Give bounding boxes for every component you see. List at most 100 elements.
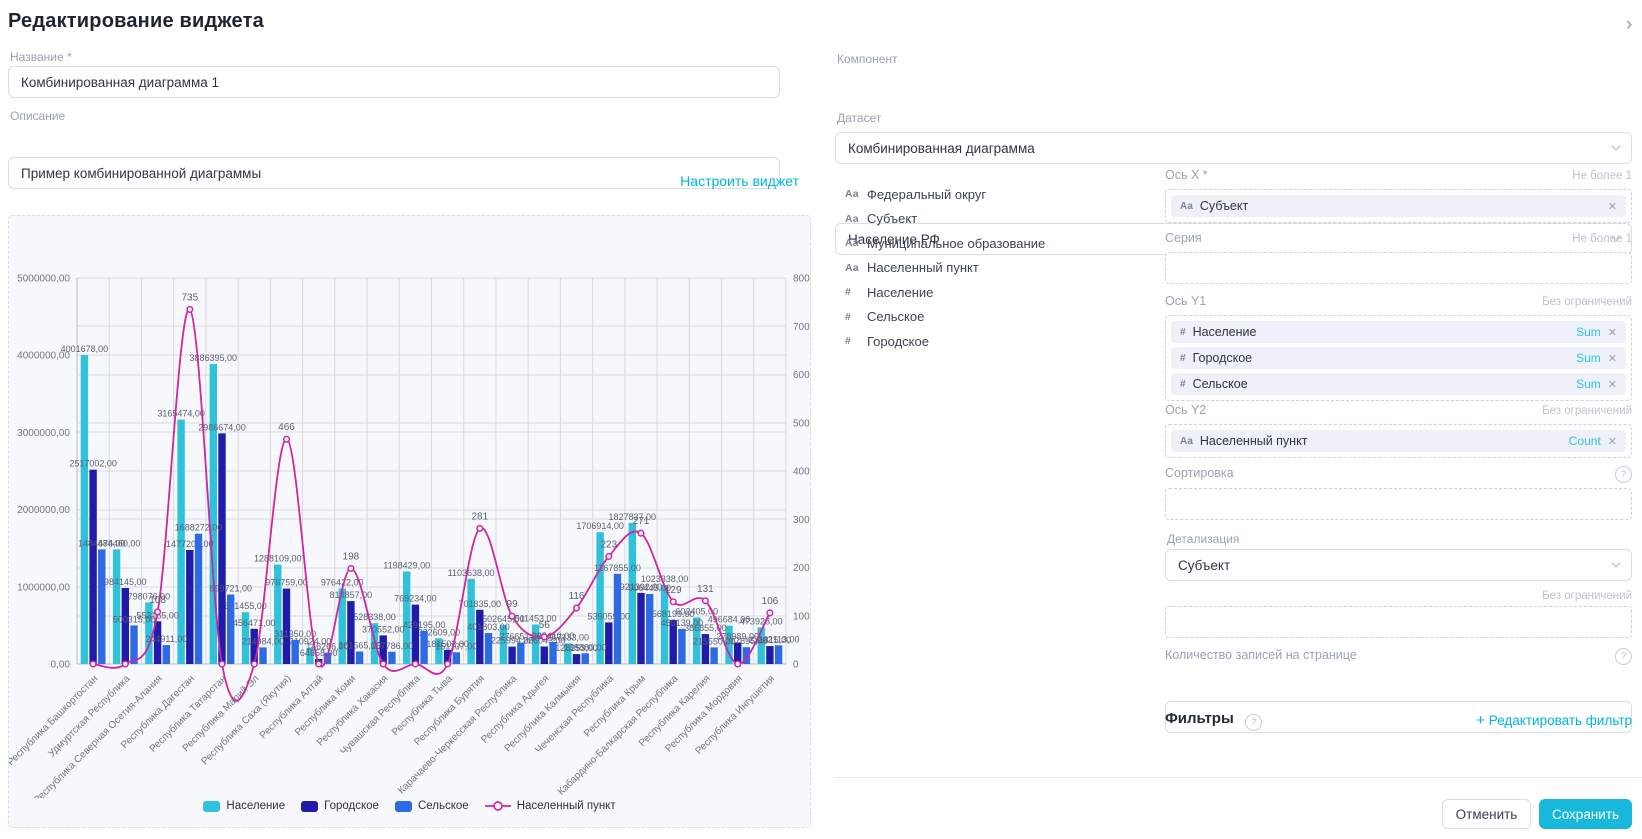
axis-y1-dropzone[interactable]: # НаселениеSum ✕ # ГородскоеSum ✕ # Сельск… — [1165, 315, 1632, 401]
bar-Сельское[interactable] — [227, 595, 234, 665]
legend-item[interactable]: Население — [203, 800, 285, 812]
bar-Городское[interactable] — [218, 433, 225, 664]
remove-chip-icon[interactable]: ✕ — [1608, 200, 1617, 213]
bar-Городское[interactable] — [89, 470, 96, 664]
axis-field-chip[interactable]: Аа Населенный пунктCount ✕ — [1171, 430, 1626, 452]
bar-Сельское[interactable] — [98, 549, 105, 664]
series-dropzone[interactable] — [1165, 252, 1632, 284]
bar-Городское[interactable] — [412, 605, 419, 664]
bar-Сельское[interactable] — [356, 652, 363, 665]
bar-Городское[interactable] — [283, 589, 290, 664]
line-marker[interactable] — [767, 610, 773, 616]
remove-chip-icon[interactable]: ✕ — [1608, 378, 1617, 391]
bar-Городское[interactable] — [186, 550, 193, 664]
dataset-field-item[interactable]: Аа Субъект — [845, 207, 1145, 232]
bar-Сельское[interactable] — [485, 633, 492, 664]
bar-Городское[interactable] — [637, 593, 644, 664]
component-select[interactable]: Комбинированная диаграмма — [835, 132, 1632, 164]
detail-select[interactable]: Субъект — [1165, 549, 1632, 581]
bar-Население[interactable] — [210, 364, 217, 664]
axis-field-chip[interactable]: # ГородскоеSum ✕ — [1171, 347, 1626, 369]
line-marker[interactable] — [187, 307, 193, 313]
name-input[interactable]: Комбинированная диаграмма 1 — [8, 66, 780, 98]
bar-Сельское[interactable] — [453, 652, 460, 664]
dataset-field-item[interactable]: Аа Населенный пункт — [845, 256, 1145, 281]
bar-Население[interactable] — [81, 355, 88, 664]
bar-Городское[interactable] — [508, 647, 515, 664]
bar-Сельское[interactable] — [517, 643, 524, 664]
bar-Сельское[interactable] — [614, 574, 621, 664]
bar-Население[interactable] — [113, 549, 120, 664]
line-marker[interactable] — [477, 526, 483, 532]
bar-Сельское[interactable] — [163, 645, 170, 664]
line-marker[interactable] — [445, 661, 451, 667]
line-marker[interactable] — [252, 661, 258, 667]
bar-Сельское[interactable] — [710, 647, 717, 664]
bar-Сельское[interactable] — [420, 631, 427, 664]
dataset-field-item[interactable]: # Сельское — [845, 305, 1145, 330]
line-marker[interactable] — [670, 599, 676, 605]
line-marker[interactable] — [703, 598, 709, 604]
edit-filter-link[interactable]: + Редактировать фильтр — [1476, 712, 1632, 729]
bar-Сельское[interactable] — [259, 647, 266, 664]
line-marker[interactable] — [574, 605, 580, 611]
line-marker[interactable] — [284, 436, 290, 442]
help-icon[interactable]: ? — [1615, 466, 1632, 483]
line-marker[interactable] — [123, 661, 129, 667]
axis-field-chip[interactable]: Аа Субъект✕ — [1171, 195, 1626, 217]
bar-Сельское[interactable] — [775, 645, 782, 664]
help-icon[interactable]: ? — [1245, 714, 1262, 731]
aggregation-selector[interactable]: Sum — [1576, 377, 1601, 391]
line-marker[interactable] — [509, 613, 515, 619]
bar-Городское[interactable] — [347, 601, 354, 664]
bar-Сельское[interactable] — [195, 534, 202, 664]
detail-dropzone[interactable] — [1165, 606, 1632, 638]
bar-Городское[interactable] — [541, 647, 548, 665]
remove-chip-icon[interactable]: ✕ — [1608, 435, 1617, 448]
remove-chip-icon[interactable]: ✕ — [1608, 326, 1617, 339]
bar-Сельское[interactable] — [678, 629, 685, 664]
save-button[interactable]: Сохранить — [1539, 799, 1632, 829]
bar-Население[interactable] — [629, 523, 636, 664]
line-marker[interactable] — [638, 530, 644, 536]
legend-item[interactable]: Городское — [301, 800, 379, 812]
line-marker[interactable] — [90, 661, 96, 667]
legend-item[interactable]: Населенный пункт — [485, 800, 616, 812]
help-icon[interactable]: ? — [1615, 648, 1632, 665]
aggregation-selector[interactable]: Count — [1569, 434, 1601, 448]
line-marker[interactable] — [316, 661, 322, 667]
aggregation-selector[interactable]: Sum — [1576, 351, 1601, 365]
dataset-field-item[interactable]: # Население — [845, 280, 1145, 305]
bar-Сельское[interactable] — [549, 642, 556, 664]
bar-Сельское[interactable] — [130, 625, 137, 664]
aggregation-selector[interactable]: Sum — [1576, 325, 1601, 339]
line-marker[interactable] — [219, 661, 225, 667]
line-marker[interactable] — [606, 554, 612, 560]
configure-widget-link[interactable]: Настроить виджет — [8, 173, 799, 189]
dataset-field-item[interactable]: Аа Муниципальное образование — [845, 231, 1145, 256]
legend-item[interactable]: Сельское — [395, 800, 469, 812]
bar-Сельское[interactable] — [292, 640, 299, 664]
bar-Сельское[interactable] — [646, 594, 653, 664]
line-marker[interactable] — [155, 609, 161, 615]
bar-Городское[interactable] — [476, 610, 483, 664]
axis-field-chip[interactable]: # СельскоеSum ✕ — [1171, 373, 1626, 395]
bar-Сельское[interactable] — [388, 652, 395, 664]
axis-x-dropzone[interactable]: Аа Субъект✕ — [1165, 189, 1632, 223]
bar-Городское[interactable] — [766, 646, 773, 664]
axis-y2-dropzone[interactable]: Аа Населенный пунктCount ✕ — [1165, 424, 1632, 458]
line-marker[interactable] — [735, 661, 741, 667]
axis-field-chip[interactable]: # НаселениеSum ✕ — [1171, 321, 1626, 343]
line-marker[interactable] — [348, 566, 354, 572]
cancel-button[interactable]: Отменить — [1442, 799, 1531, 829]
line-marker[interactable] — [413, 661, 419, 667]
line-marker[interactable] — [380, 661, 386, 667]
line-marker[interactable] — [542, 634, 548, 640]
bar-Городское[interactable] — [122, 588, 129, 664]
remove-chip-icon[interactable]: ✕ — [1608, 352, 1617, 365]
sorting-dropzone[interactable] — [1165, 488, 1632, 520]
dataset-field-item[interactable]: # Городское — [845, 329, 1145, 354]
dataset-field-item[interactable]: Аа Федеральный округ — [845, 182, 1145, 207]
bar-Сельское[interactable] — [582, 653, 589, 664]
bar-Городское[interactable] — [573, 654, 580, 664]
